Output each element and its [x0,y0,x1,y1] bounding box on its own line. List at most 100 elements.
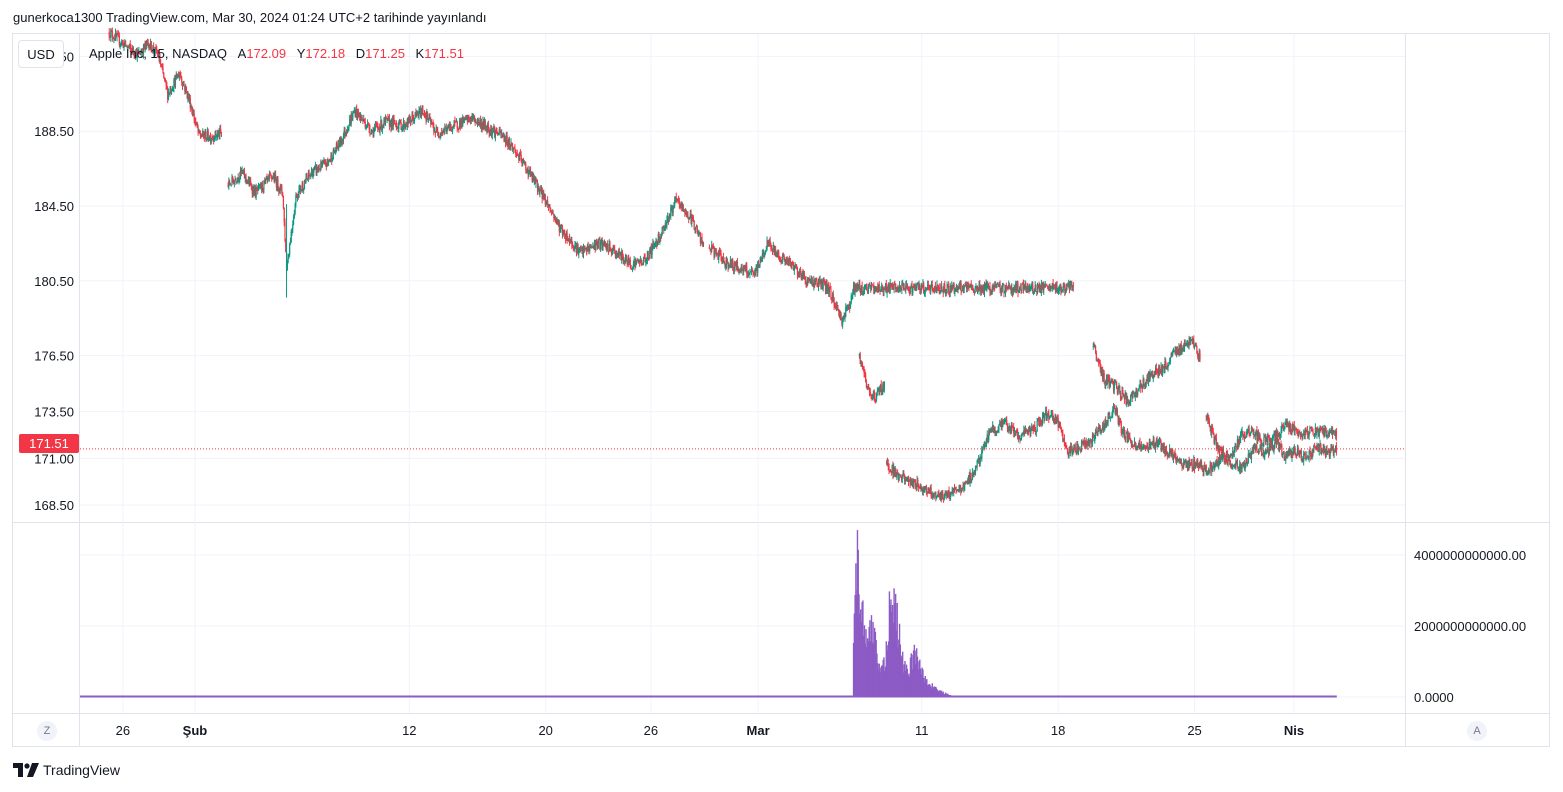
candle-body [213,137,215,141]
candle-body [1094,345,1096,347]
candle-body [248,179,250,186]
candle-body [1057,289,1060,291]
candle-body [606,244,608,249]
candle-body [500,131,502,135]
candle-body [1020,289,1022,292]
candle-body [278,190,281,192]
candle-body [994,285,996,287]
candle-body [1054,417,1056,422]
candle-body [1283,452,1285,460]
currency-selector[interactable]: USD [18,40,64,68]
candle-body [946,493,949,497]
candle-body [162,67,164,73]
candle-body [1147,377,1149,382]
candle-body [851,295,853,297]
candle-body [534,179,536,184]
candle-body [508,139,510,147]
candle-body [1015,283,1018,292]
candle-body [629,259,631,266]
candle-body [1178,459,1180,460]
candle-body [1285,422,1288,425]
candle-body [1190,463,1193,464]
candle-body [1115,410,1117,413]
candle-body [375,125,377,126]
candle-body [540,187,543,190]
candle-body [1164,450,1166,454]
candle-body [465,116,467,119]
candle-body [402,122,405,126]
candle-body [1050,287,1052,292]
candle-body [1287,452,1289,454]
candle-body [149,41,152,48]
candle-body [1109,413,1111,418]
candle-body [858,353,861,356]
candle-body [1234,445,1236,451]
candle-body [817,284,819,287]
candle-body [329,159,331,162]
candle-body [1109,378,1111,387]
candle-body [328,160,331,162]
candle-body [1270,438,1272,444]
candle-body [310,170,313,175]
candle-body [525,164,527,170]
candle-body [335,143,338,151]
candle-body [1072,285,1074,287]
candle-body [689,213,691,217]
candle-body [1132,444,1134,446]
candle-body [1195,462,1197,466]
candle-body [849,305,851,309]
candle-body [1194,462,1196,469]
volume-bar [935,687,937,697]
candle-body [927,284,929,288]
candle-body [863,290,865,292]
candle-body [979,457,981,464]
candle-body [719,252,721,254]
candle-body [288,254,290,258]
candle-body [516,153,518,155]
candle-body [1131,394,1133,398]
auto-scale-button[interactable]: A [1467,721,1487,741]
candle-body [1045,284,1047,286]
candle-body [966,284,968,289]
candle-body [206,131,209,139]
candle-body [462,117,465,124]
candle-body [1299,452,1301,455]
candle-body [774,249,776,253]
candle-body [143,44,145,49]
candle-body [718,251,721,253]
candle-body [869,283,871,287]
candle-body [1308,433,1310,436]
candle-body [740,266,742,272]
candle-body [885,283,887,294]
candle-body [357,109,359,115]
candle-body [951,285,954,289]
candle-body [927,487,929,494]
candle-body [859,353,861,364]
candle-body [711,244,714,246]
candle-body [912,286,915,288]
candle-body [199,133,202,136]
candle-body [653,243,656,248]
candle-body [1242,431,1244,437]
zoom-button[interactable]: Z [37,721,57,741]
candle-body [935,289,937,291]
candle-body [220,129,222,133]
candle-body [875,399,877,400]
candle-body [950,286,952,292]
candle-body [815,279,817,281]
candle-body [1136,388,1138,396]
volume-bar [901,651,904,697]
candle-body [1296,448,1299,456]
candle-body [306,176,308,179]
candle-body [1029,287,1032,289]
candle-body [552,212,554,215]
candle-body [1071,283,1073,289]
volume-bar [880,665,883,697]
candle-body [523,162,525,164]
volume-bar [874,631,877,697]
candle-body [1083,441,1085,444]
candle-body [920,285,922,291]
candle-body [117,34,120,36]
candle-body [857,286,859,288]
